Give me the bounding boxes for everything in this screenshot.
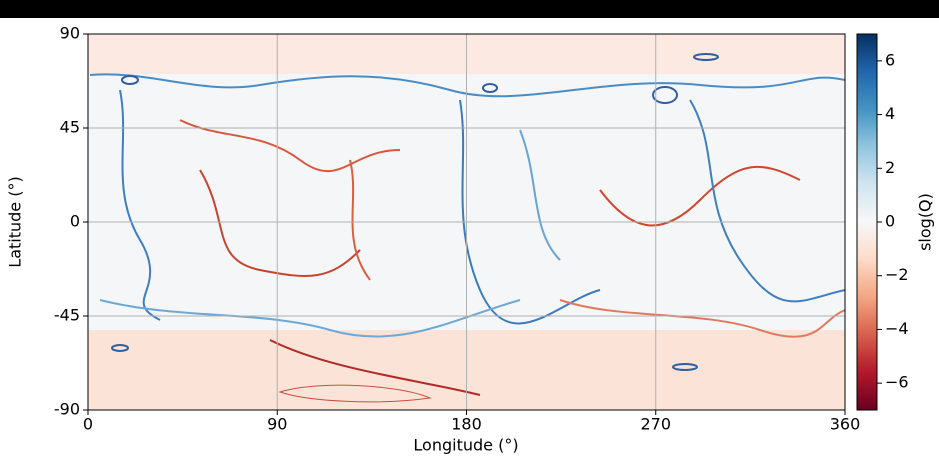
x-axis-label: Longitude (°) xyxy=(413,436,518,455)
colorbar-tick-label: −2 xyxy=(885,265,909,284)
y-tick-label: 45 xyxy=(60,118,80,137)
colorbar-tick-label: 4 xyxy=(885,104,895,123)
colorbar-tick-label: 6 xyxy=(885,50,895,69)
x-tick-label: 0 xyxy=(83,415,93,434)
colorbar-label: slog(Q) xyxy=(916,193,935,251)
y-tick-label: -90 xyxy=(54,400,80,419)
colorbar-tick-label: −4 xyxy=(885,319,909,338)
colorbar-tick-label: 0 xyxy=(885,212,895,231)
x-tick-label: 180 xyxy=(451,415,482,434)
x-tick-label: 90 xyxy=(267,415,287,434)
y-tick-label: 90 xyxy=(60,24,80,43)
y-tick-label: 0 xyxy=(70,212,80,231)
colorbar xyxy=(856,33,878,411)
x-tick-label: 360 xyxy=(830,415,861,434)
colorbar-tick-label: 2 xyxy=(885,158,895,177)
y-tick-label: -45 xyxy=(54,306,80,325)
y-axis-label: Latitude (°) xyxy=(6,176,25,267)
colorbar-tick-label: −6 xyxy=(885,373,909,392)
x-tick-label: 270 xyxy=(640,415,671,434)
